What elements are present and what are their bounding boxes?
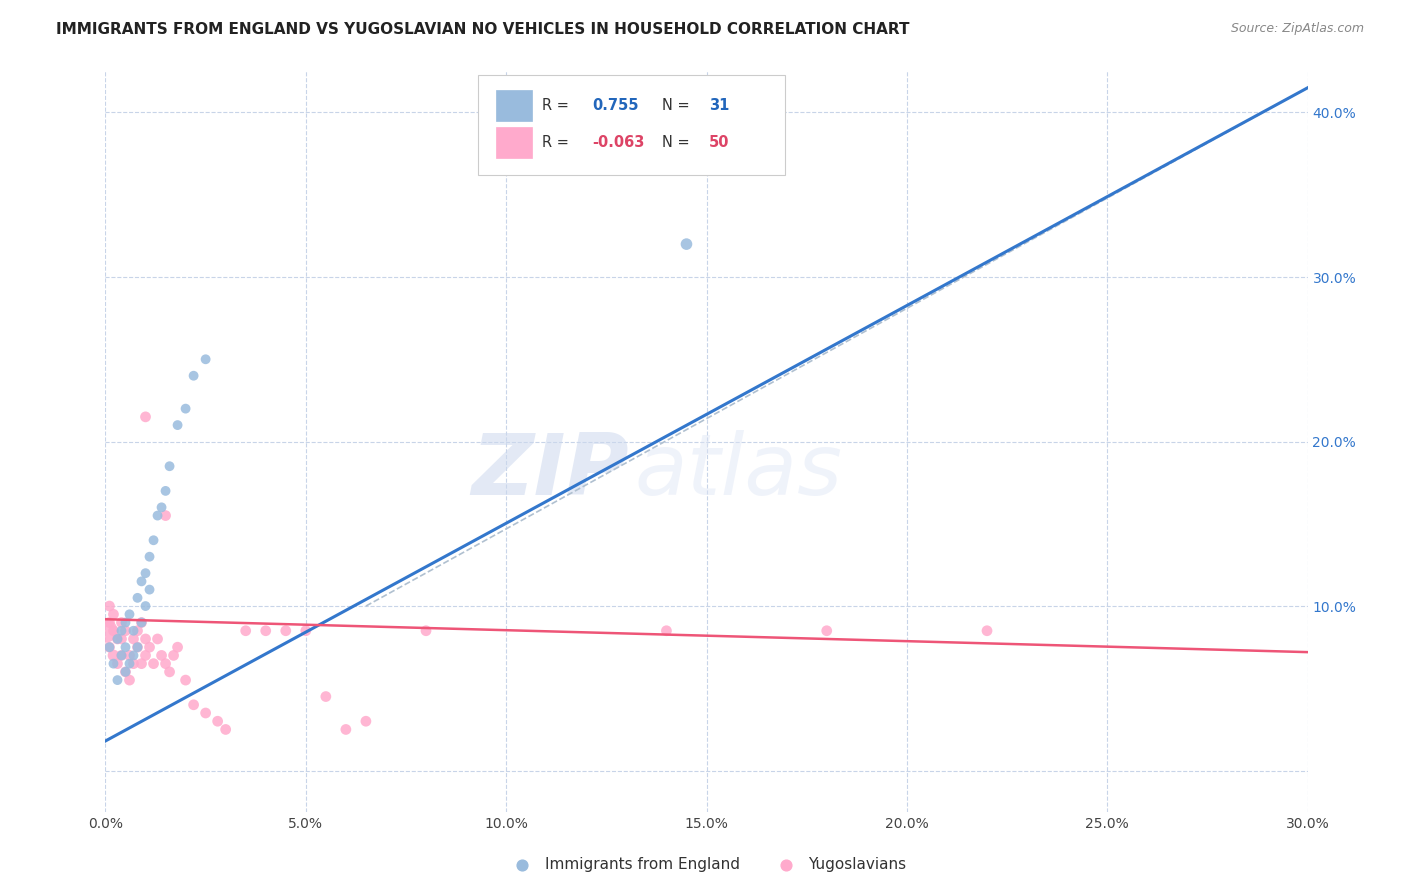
Text: 50: 50 xyxy=(709,135,730,150)
Point xyxy=(114,640,136,655)
Point xyxy=(194,352,217,367)
Point xyxy=(118,673,141,687)
Text: R =: R = xyxy=(541,135,568,150)
Text: R =: R = xyxy=(541,98,568,113)
Point xyxy=(655,624,678,638)
Point xyxy=(122,632,145,646)
Point xyxy=(98,640,121,655)
Text: Source: ZipAtlas.com: Source: ZipAtlas.com xyxy=(1230,22,1364,36)
Point xyxy=(110,648,132,663)
Point xyxy=(150,648,173,663)
Point xyxy=(107,632,129,646)
Point xyxy=(138,640,160,655)
Text: atlas: atlas xyxy=(634,430,842,513)
Point xyxy=(118,657,141,671)
Point xyxy=(174,673,197,687)
Text: IMMIGRANTS FROM ENGLAND VS YUGOSLAVIAN NO VEHICLES IN HOUSEHOLD CORRELATION CHAR: IMMIGRANTS FROM ENGLAND VS YUGOSLAVIAN N… xyxy=(56,22,910,37)
Point xyxy=(127,640,149,655)
Point xyxy=(118,648,141,663)
Point xyxy=(131,574,153,589)
Text: N =: N = xyxy=(662,98,690,113)
Point xyxy=(135,409,157,424)
Point xyxy=(122,657,145,671)
Point xyxy=(183,368,205,383)
Point xyxy=(114,624,136,638)
Point xyxy=(142,533,165,548)
Point xyxy=(315,690,337,704)
Point xyxy=(335,723,357,737)
Point xyxy=(138,582,160,597)
Point xyxy=(183,698,205,712)
FancyBboxPatch shape xyxy=(496,90,533,121)
Point xyxy=(131,615,153,630)
Point xyxy=(135,599,157,613)
Point xyxy=(110,632,132,646)
Point xyxy=(415,624,437,638)
Point xyxy=(94,624,117,638)
Point xyxy=(135,632,157,646)
Point xyxy=(159,665,181,679)
FancyBboxPatch shape xyxy=(496,127,533,158)
Point xyxy=(274,624,297,638)
Point xyxy=(207,714,229,729)
Point xyxy=(194,706,217,720)
Point xyxy=(976,624,998,638)
FancyBboxPatch shape xyxy=(478,75,785,175)
Text: N =: N = xyxy=(662,135,690,150)
Point xyxy=(103,624,125,638)
Point xyxy=(103,648,125,663)
Point xyxy=(118,607,141,622)
Point xyxy=(127,640,149,655)
Point xyxy=(162,648,184,663)
Legend: Immigrants from England, Yugoslavians: Immigrants from England, Yugoslavians xyxy=(501,851,912,878)
Point xyxy=(114,665,136,679)
Point xyxy=(295,624,318,638)
Point xyxy=(155,508,177,523)
Point xyxy=(107,632,129,646)
Point xyxy=(107,657,129,671)
Point xyxy=(155,483,177,498)
Point xyxy=(174,401,197,416)
Point xyxy=(150,500,173,515)
Point xyxy=(354,714,377,729)
Point xyxy=(98,640,121,655)
Point xyxy=(131,657,153,671)
Point xyxy=(103,657,125,671)
Point xyxy=(159,459,181,474)
Point xyxy=(166,640,188,655)
Point xyxy=(142,657,165,671)
Point xyxy=(110,624,132,638)
Point xyxy=(122,624,145,638)
Point xyxy=(114,615,136,630)
Point xyxy=(103,607,125,622)
Text: 31: 31 xyxy=(709,98,730,113)
Point xyxy=(155,657,177,671)
Point xyxy=(146,632,169,646)
Text: -0.063: -0.063 xyxy=(592,135,645,150)
Text: ZIP: ZIP xyxy=(471,430,628,513)
Point xyxy=(235,624,257,638)
Text: 0.755: 0.755 xyxy=(592,98,638,113)
Point xyxy=(815,624,838,638)
Point xyxy=(135,648,157,663)
Point xyxy=(107,673,129,687)
Point xyxy=(675,237,697,252)
Point xyxy=(98,615,121,630)
Point xyxy=(135,566,157,581)
Point xyxy=(138,549,160,564)
Point xyxy=(114,665,136,679)
Point xyxy=(98,599,121,613)
Point xyxy=(166,418,188,433)
Point xyxy=(122,648,145,663)
Point xyxy=(127,591,149,605)
Point xyxy=(254,624,277,638)
Point xyxy=(110,615,132,630)
Point xyxy=(127,624,149,638)
Point xyxy=(110,648,132,663)
Point xyxy=(131,615,153,630)
Point xyxy=(214,723,236,737)
Point xyxy=(146,508,169,523)
